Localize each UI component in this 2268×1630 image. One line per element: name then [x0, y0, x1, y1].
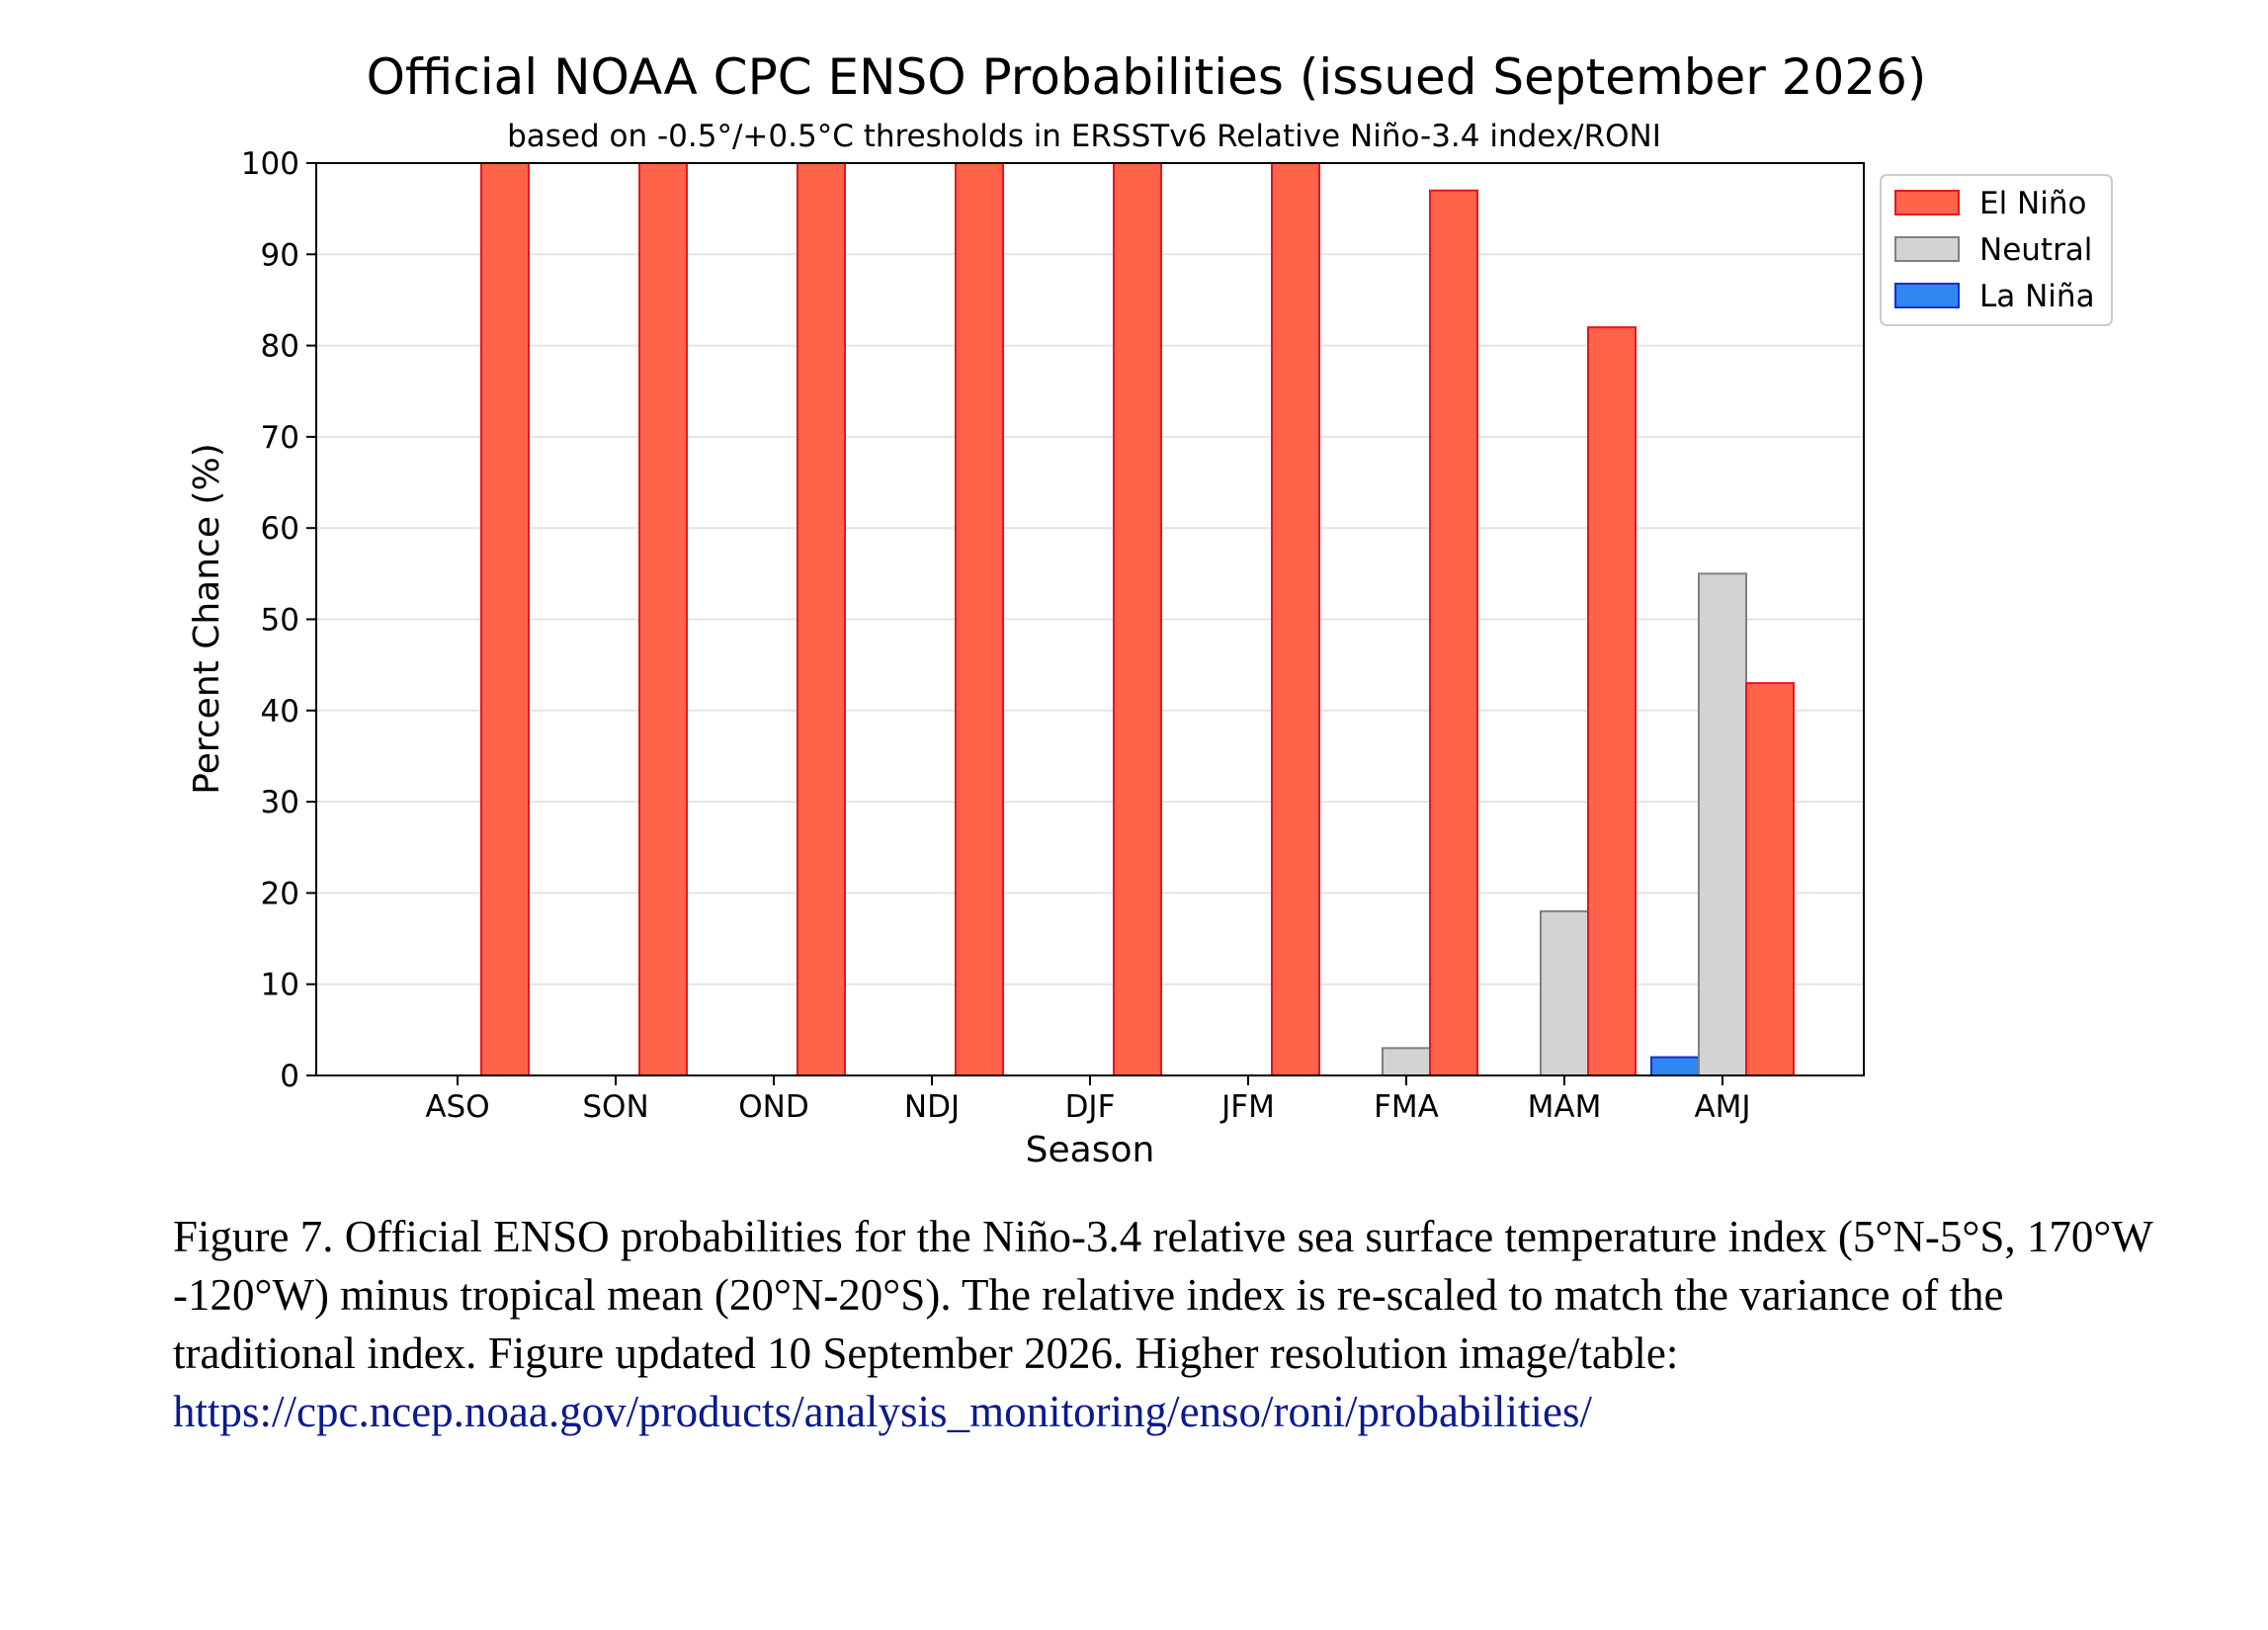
legend: El Niño Neutral La Niña: [1880, 174, 2113, 326]
x-tick-label: AMJ: [1694, 1089, 1750, 1125]
legend-label: El Niño: [1979, 186, 2086, 221]
y-tick-label: 30: [261, 785, 299, 820]
y-tick-label: 80: [261, 329, 299, 365]
bar-el-ni-o-aso: [480, 162, 530, 1076]
y-tick-label: 50: [261, 603, 299, 639]
caption-link[interactable]: https://cpc.ncep.noaa.gov/products/analy…: [173, 1387, 1593, 1436]
chart-title: Official NOAA CPC ENSO Probabilities (is…: [367, 48, 1927, 106]
bar-la-ni-a-amj: [1650, 1056, 1700, 1077]
bar-el-ni-o-jfm: [1271, 162, 1320, 1076]
y-tick-label: 0: [280, 1059, 299, 1094]
y-tick-label: 70: [261, 420, 299, 456]
bar-neutral-mam: [1540, 909, 1589, 1076]
legend-swatch: [1894, 190, 1960, 215]
x-tick-label: NDJ: [904, 1089, 960, 1125]
x-tick-label: SON: [582, 1089, 648, 1125]
caption-text: Figure 7. Official ENSO probabilities fo…: [173, 1212, 2153, 1378]
y-tick-label: 20: [261, 876, 299, 911]
y-tick-label: 90: [261, 237, 299, 273]
x-tick-label: FMA: [1374, 1089, 1439, 1125]
legend-label: La Niña: [1979, 279, 2095, 314]
bar-el-ni-o-mam: [1587, 326, 1637, 1076]
bar-el-ni-o-son: [638, 162, 688, 1076]
figure-caption: Figure 7. Official ENSO probabilities fo…: [173, 1208, 2169, 1441]
y-tick-label: 10: [261, 968, 299, 1003]
bar-el-ni-o-djf: [1113, 162, 1162, 1076]
y-tick-label: 40: [261, 694, 299, 729]
x-axis-label: Season: [1026, 1130, 1155, 1170]
bar-neutral-amj: [1698, 572, 1747, 1076]
x-axis-ticks: ASO SON OND NDJ DJF JFM FMA MAM AMJ: [425, 1075, 1751, 1125]
y-axis-ticks: 0 10 20 30 40 50 60 70 80 90 100: [241, 146, 316, 1094]
bar-el-ni-o-amj: [1745, 682, 1795, 1076]
grid-lines: [316, 253, 1864, 986]
x-tick-label: MAM: [1528, 1089, 1602, 1125]
legend-swatch: [1894, 236, 1960, 262]
enso-probability-chart: Official NOAA CPC ENSO Probabilities (is…: [187, 48, 2113, 1170]
x-tick-label: OND: [738, 1089, 808, 1125]
legend-label: Neutral: [1979, 232, 2092, 268]
chart-subtitle: based on -0.5°/+0.5°C thresholds in ERSS…: [507, 119, 1661, 154]
y-axis-label: Percent Chance (%): [187, 443, 227, 794]
y-tick-label: 60: [261, 511, 299, 547]
bar-el-ni-o-fma: [1429, 189, 1478, 1076]
x-tick-label: JFM: [1219, 1089, 1275, 1125]
legend-swatch: [1894, 283, 1960, 308]
bars-group: [385, 162, 1795, 1077]
x-tick-label: DJF: [1065, 1089, 1116, 1125]
bar-neutral-fma: [1382, 1047, 1431, 1077]
y-tick-label: 100: [241, 146, 299, 182]
x-tick-label: ASO: [425, 1089, 489, 1125]
bar-el-ni-o-ond: [797, 162, 846, 1076]
bar-el-ni-o-ndj: [955, 162, 1004, 1076]
